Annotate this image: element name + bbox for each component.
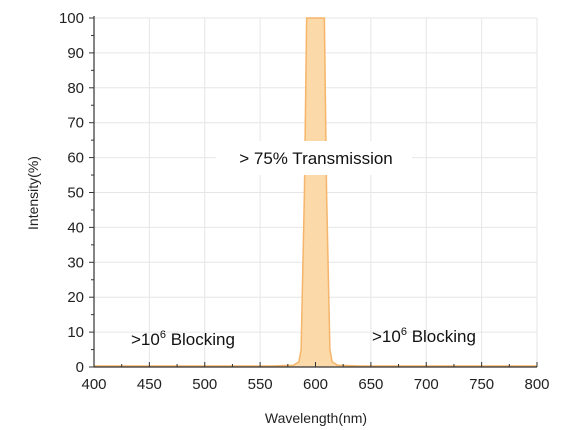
x-axis-ticks: 400 450 500 550 600 650 700 750 800: [81, 362, 550, 393]
transmission-label-bg: [216, 141, 412, 175]
x-tick-label: 400: [81, 376, 106, 393]
y-tick-label: 80: [67, 80, 84, 97]
y-tick-label: 0: [76, 359, 84, 376]
x-tick-label: 800: [524, 376, 549, 393]
y-axis-ticks: 0 10 20 30 40 50 60 70 80 90 100: [59, 10, 94, 376]
y-tick-label: 70: [67, 115, 84, 132]
y-tick-label: 100: [59, 10, 84, 27]
x-axis-title: Wavelength(nm): [265, 410, 367, 426]
x-tick-label: 750: [469, 376, 494, 393]
transmission-label: > 75% Transmission: [239, 149, 393, 168]
y-tick-label: 90: [67, 45, 84, 62]
transmission-band-area: [94, 18, 537, 367]
blocking-label-left: >106 Blocking: [131, 329, 235, 349]
y-tick-label: 50: [67, 185, 84, 202]
x-tick-label: 700: [414, 376, 439, 393]
x-tick-label: 500: [192, 376, 217, 393]
transmission-band-outline: [94, 17, 537, 367]
y-tick-label: 10: [67, 324, 84, 341]
x-tick-label: 600: [303, 376, 328, 393]
y-axis-title: Intensity(%): [25, 156, 41, 230]
x-tick-label: 550: [248, 376, 273, 393]
y-tick-label: 40: [67, 219, 84, 236]
y-tick-label: 20: [67, 289, 84, 306]
x-tick-label: 450: [137, 376, 162, 393]
y-tick-label: 30: [67, 254, 84, 271]
y-tick-label: 60: [67, 150, 84, 167]
blocking-label-right: >106 Blocking: [372, 326, 476, 346]
x-tick-label: 650: [358, 376, 383, 393]
